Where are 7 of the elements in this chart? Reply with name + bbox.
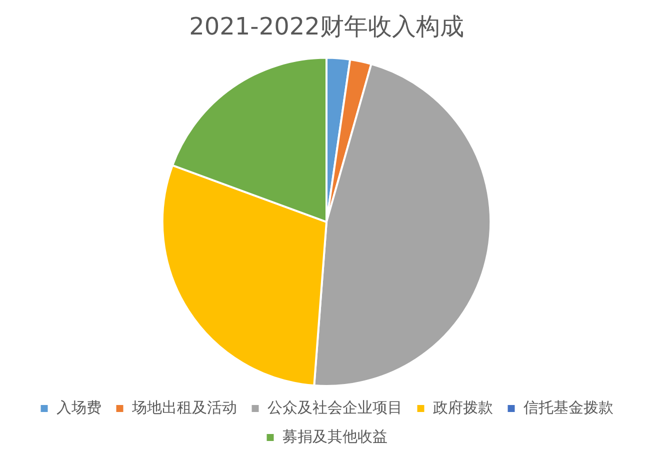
legend-label: 场地出租及活动 — [130, 398, 237, 416]
legend-label: 入场费 — [56, 398, 102, 416]
legend-label: 公众及社会企业项目 — [267, 398, 402, 416]
legend-label: 政府拨款 — [432, 398, 493, 416]
legend-label: 信托基金拨款 — [523, 398, 614, 416]
legend-label: 募捐及其他收益 — [282, 427, 388, 446]
chart-title: 2021-2022财年收入构成 — [189, 12, 464, 41]
